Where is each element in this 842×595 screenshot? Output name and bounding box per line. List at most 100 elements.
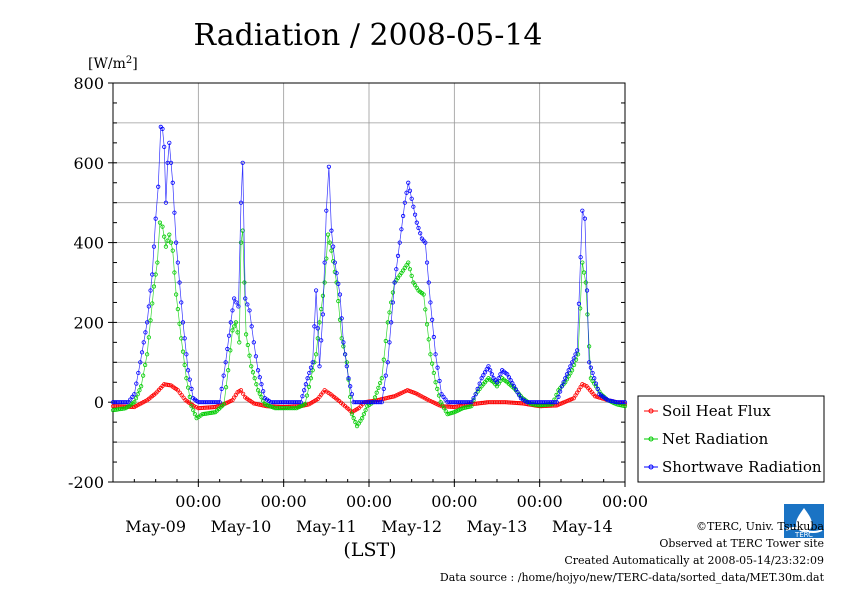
data-point <box>179 300 184 305</box>
data-point <box>397 240 402 245</box>
y-tick-label: 800 <box>73 74 104 93</box>
data-point <box>168 240 174 245</box>
data-point <box>469 404 474 409</box>
data-point <box>412 212 418 217</box>
data-point <box>192 412 198 417</box>
logo-water-drop-icon <box>796 508 812 532</box>
data-point <box>132 392 137 397</box>
data-point <box>376 385 381 390</box>
data-point <box>251 401 256 406</box>
x-tick-date-label: May-14 <box>552 517 613 536</box>
data-point <box>155 260 160 265</box>
data-point <box>253 401 258 406</box>
data-point <box>182 336 187 341</box>
data-point <box>346 376 351 381</box>
data-point <box>486 364 491 369</box>
data-point <box>238 388 244 393</box>
data-point <box>241 391 246 396</box>
x-tick-date-label: May-13 <box>467 517 528 536</box>
data-point <box>230 308 235 313</box>
data-point <box>187 377 192 382</box>
data-point <box>162 144 167 149</box>
legend-label: Soil Heat Flux <box>662 402 771 420</box>
data-point <box>435 386 440 391</box>
data-point <box>153 216 158 221</box>
data-point <box>244 332 249 337</box>
data-point <box>223 360 228 365</box>
data-point <box>257 391 262 396</box>
data-point <box>308 365 314 370</box>
data-point <box>302 402 308 407</box>
series-group <box>110 124 628 429</box>
data-point <box>580 382 585 387</box>
data-point <box>387 310 392 315</box>
data-point <box>580 208 585 213</box>
data-point <box>305 376 310 381</box>
data-point <box>257 402 262 407</box>
data-point <box>437 378 442 384</box>
data-point <box>383 373 388 378</box>
data-point <box>515 390 520 395</box>
data-point <box>556 394 561 399</box>
data-point <box>217 400 222 405</box>
data-point <box>160 224 165 229</box>
x-tick-time-label: 00:00 <box>346 492 392 511</box>
data-point <box>238 240 244 245</box>
data-point <box>593 394 598 399</box>
data-point <box>571 356 576 361</box>
data-point <box>441 394 446 399</box>
data-point <box>489 372 494 377</box>
data-point <box>253 354 259 359</box>
data-point <box>588 365 593 370</box>
data-point <box>175 306 180 312</box>
data-point <box>182 362 187 368</box>
data-point <box>390 394 395 399</box>
data-point <box>138 360 143 365</box>
data-point <box>578 255 583 260</box>
data-point <box>317 364 322 369</box>
y-unit-label: [W/m2] <box>88 55 138 72</box>
data-point <box>488 368 493 373</box>
data-point <box>189 386 194 391</box>
data-point <box>184 376 189 381</box>
data-point <box>372 395 378 400</box>
data-point <box>505 372 510 377</box>
data-point <box>622 404 628 409</box>
data-point <box>407 267 413 272</box>
data-point <box>559 384 564 389</box>
data-point <box>130 394 135 399</box>
data-point <box>326 164 331 169</box>
data-point <box>341 340 346 345</box>
data-point <box>349 412 355 417</box>
data-point <box>406 260 411 265</box>
data-point <box>245 302 250 307</box>
data-point <box>587 344 592 349</box>
data-point <box>334 271 339 276</box>
data-point <box>440 403 445 408</box>
data-point <box>401 213 406 219</box>
data-point <box>172 210 177 215</box>
data-point <box>136 370 141 376</box>
data-point <box>423 240 428 245</box>
data-point <box>141 340 146 345</box>
data-point <box>305 402 310 407</box>
data-point <box>170 180 175 185</box>
legend: Soil Heat Flux Net Radiation Shortwave Rad… <box>637 395 825 483</box>
data-point <box>564 372 570 377</box>
data-point <box>443 409 448 414</box>
data-point <box>151 284 157 289</box>
data-point <box>424 322 430 327</box>
data-point <box>498 372 503 377</box>
data-point <box>133 396 139 401</box>
data-point <box>433 380 438 385</box>
data-point <box>404 190 409 195</box>
data-point <box>128 397 133 402</box>
data-point <box>250 370 256 375</box>
data-point <box>329 248 334 253</box>
data-point <box>226 333 232 338</box>
data-point <box>426 280 431 285</box>
data-point <box>225 346 230 352</box>
data-point <box>243 296 248 301</box>
data-point <box>561 380 566 385</box>
data-point <box>150 272 155 277</box>
